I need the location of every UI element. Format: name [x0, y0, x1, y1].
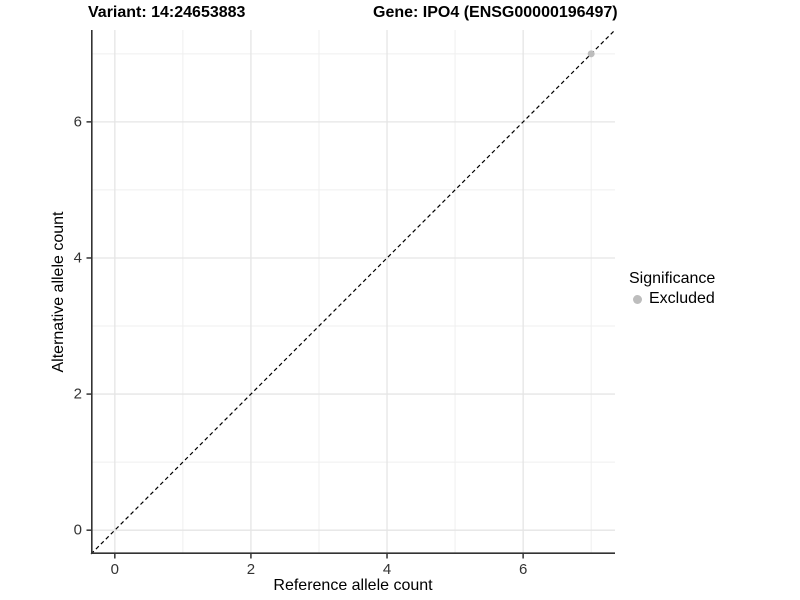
x-axis-title: Reference allele count	[273, 577, 433, 594]
x-tick-label: 6	[518, 561, 528, 578]
y-tick-label: 6	[73, 113, 82, 131]
y-tick-label: 4	[73, 249, 82, 267]
plot-panel-svg	[86, 29, 616, 559]
data-point	[587, 50, 595, 58]
x-tick-label: 4	[382, 561, 392, 578]
y-tick-label: 2	[73, 385, 82, 403]
x-tick-label: 2	[246, 561, 256, 578]
legend-point-icon	[633, 294, 642, 304]
y-axis-title: Alternative allele count	[50, 211, 67, 373]
legend-item-excluded: Excluded	[629, 290, 715, 308]
legend: Significance Excluded	[629, 270, 715, 308]
y-tick-label: 0	[73, 521, 82, 539]
chart-title-variant: Variant: 14:24653883	[88, 4, 246, 21]
legend-item-label: Excluded	[649, 290, 715, 307]
chart-title-gene: Gene: IPO4 (ENSG00000196497)	[373, 4, 618, 21]
x-tick-label: 0	[110, 561, 119, 578]
identity-line	[90, 29, 616, 555]
plot-panel	[86, 29, 616, 559]
legend-title: Significance	[629, 270, 716, 287]
